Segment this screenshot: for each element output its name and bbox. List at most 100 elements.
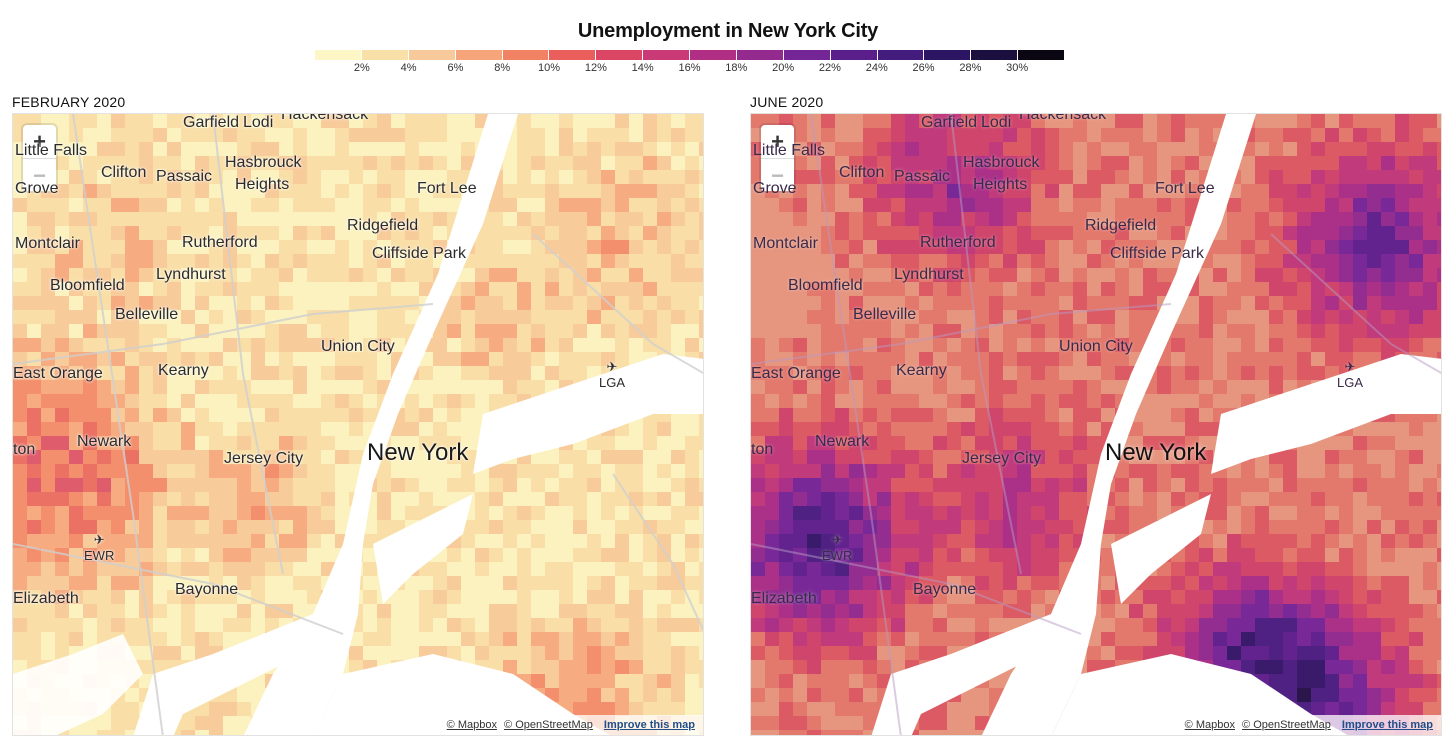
airport-marker-lga: ✈ LGA	[1337, 359, 1363, 390]
place-label-bayonne: Bayonne	[175, 581, 239, 598]
place-label-bloomfield: Bloomfield	[788, 277, 863, 294]
panel-label-june: JUNE 2020	[750, 94, 824, 110]
airport-label-lga: LGA	[599, 375, 626, 390]
legend-tick-label: 18%	[725, 62, 748, 74]
zoom-control: + −	[761, 125, 794, 191]
legend-tick-label: 16%	[678, 62, 701, 74]
map-base-february	[13, 114, 703, 735]
legend-tick-label: 22%	[818, 62, 841, 74]
place-label-newark: Newark	[77, 433, 132, 450]
place-label-little-falls: Little Falls	[753, 142, 826, 159]
legend-tick-label: 12%	[584, 62, 607, 74]
legend-swatch	[830, 50, 878, 60]
legend-swatch	[596, 50, 644, 60]
place-label-jersey-city: Jersey City	[224, 450, 304, 467]
place-label-hasbrouck: Hasbrouck	[963, 154, 1040, 171]
legend-tick-label: 28%	[959, 62, 982, 74]
improve-map-link[interactable]: Improve this map	[603, 719, 695, 731]
legend-swatch	[361, 50, 409, 60]
zoom-out-button[interactable]: −	[771, 163, 784, 188]
place-label-ridgefield: Ridgefield	[347, 217, 419, 234]
place-label-union-city: Union City	[321, 338, 395, 355]
place-label-clifton: Clifton	[101, 164, 147, 181]
airport-label-ewr: EWR	[84, 548, 115, 563]
legend-tick-label: 26%	[912, 62, 935, 74]
place-label-east-orange: East Orange	[13, 365, 103, 382]
place-label-union-city: Union City	[1059, 338, 1133, 355]
place-label-ton: ton	[13, 441, 36, 458]
legend-tick-label: 2%	[353, 62, 370, 74]
improve-map-link[interactable]: Improve this map	[1341, 719, 1433, 731]
airport-marker-lga: ✈ LGA	[599, 359, 625, 390]
place-label-newark: Newark	[815, 433, 870, 450]
airport-icon: ✈	[831, 532, 843, 547]
legend-tick-label: 6%	[447, 62, 464, 74]
place-label-heights: Heights	[973, 176, 1028, 193]
legend-tick-label: 10%	[538, 62, 561, 74]
legend-swatch	[643, 50, 690, 60]
map-base-june	[751, 114, 1441, 735]
airport-marker-ewr: ✈ EWR	[822, 532, 852, 563]
legend-tick-label: 30%	[1006, 62, 1029, 74]
legend-swatch	[455, 50, 503, 60]
place-label-passaic: Passaic	[156, 168, 213, 185]
legend-swatch	[690, 50, 737, 60]
place-label-lyndhurst: Lyndhurst	[156, 266, 226, 283]
mapbox-link[interactable]: © Mapbox	[1184, 719, 1235, 731]
map-june[interactable]: + − Garfield Lodi Hackensack Little Falls Cl…	[750, 113, 1442, 736]
map-february[interactable]: + − Garfield Lodi Hackensack Little Falls Cl…	[12, 113, 704, 736]
airport-icon: ✈	[93, 532, 105, 547]
place-label-little-falls: Little Falls	[15, 142, 88, 159]
airport-icon: ✈	[606, 359, 618, 374]
place-label-hackensack: Hackensack	[281, 113, 369, 123]
map-attribution: © Mapbox © OpenStreetMap Improve this ma…	[438, 715, 703, 735]
zoom-in-button[interactable]: +	[761, 125, 794, 159]
place-label-lyndhurst: Lyndhurst	[894, 266, 964, 283]
panel-label-february: FEBRUARY 2020	[12, 94, 126, 110]
airport-label-ewr: EWR	[822, 548, 853, 563]
legend-swatch	[924, 50, 972, 60]
place-label-elizabeth: Elizabeth	[751, 590, 817, 607]
color-legend	[315, 50, 1064, 60]
legend-tick-label: 20%	[772, 62, 795, 74]
place-label-fort-lee: Fort Lee	[1155, 180, 1215, 197]
place-label-belleville: Belleville	[853, 306, 917, 323]
zoom-out-button[interactable]: −	[33, 163, 46, 188]
place-label-rutherford: Rutherford	[920, 234, 996, 251]
place-label-heights: Heights	[235, 176, 290, 193]
place-label-grove: Grove	[15, 180, 59, 197]
place-label-new-york: New York	[367, 439, 469, 466]
place-label-kearny: Kearny	[896, 362, 947, 379]
airport-icon: ✈	[1344, 359, 1356, 374]
place-label-passaic: Passaic	[894, 168, 951, 185]
legend-swatch	[408, 50, 456, 60]
map-attribution: © Mapbox © OpenStreetMap Improve this ma…	[1176, 715, 1441, 735]
place-label-cliffside-park: Cliffside Park	[1110, 245, 1204, 262]
legend-swatch	[502, 50, 550, 60]
place-label-jersey-city: Jersey City	[962, 450, 1042, 467]
legend-swatch	[736, 50, 784, 60]
legend-tick-label: 4%	[400, 62, 417, 74]
legend-tick-label: 8%	[494, 62, 511, 74]
place-label-montclair: Montclair	[15, 235, 80, 252]
osm-link[interactable]: © OpenStreetMap	[1242, 719, 1331, 731]
legend-swatch	[971, 50, 1019, 60]
osm-link[interactable]: © OpenStreetMap	[504, 719, 593, 731]
place-label-ridgefield: Ridgefield	[1085, 217, 1157, 234]
legend-tick-label: 14%	[631, 62, 654, 74]
airport-marker-ewr: ✈ EWR	[84, 532, 114, 563]
place-label-grove: Grove	[753, 180, 797, 197]
zoom-in-button[interactable]: +	[23, 125, 56, 159]
legend-swatch	[1018, 50, 1064, 60]
place-label-montclair: Montclair	[753, 235, 818, 252]
place-label-rutherford: Rutherford	[182, 234, 258, 251]
place-label-ton: ton	[751, 441, 774, 458]
mapbox-link[interactable]: © Mapbox	[446, 719, 497, 731]
chart-title: Unemployment in New York City	[577, 20, 879, 42]
place-label-garfield: Garfield	[183, 114, 240, 131]
zoom-control: + −	[23, 125, 56, 191]
place-label-hackensack: Hackensack	[1019, 113, 1107, 123]
place-label-cliffside-park: Cliffside Park	[372, 245, 466, 262]
place-label-new-york: New York	[1105, 439, 1207, 466]
place-label-elizabeth: Elizabeth	[13, 590, 79, 607]
